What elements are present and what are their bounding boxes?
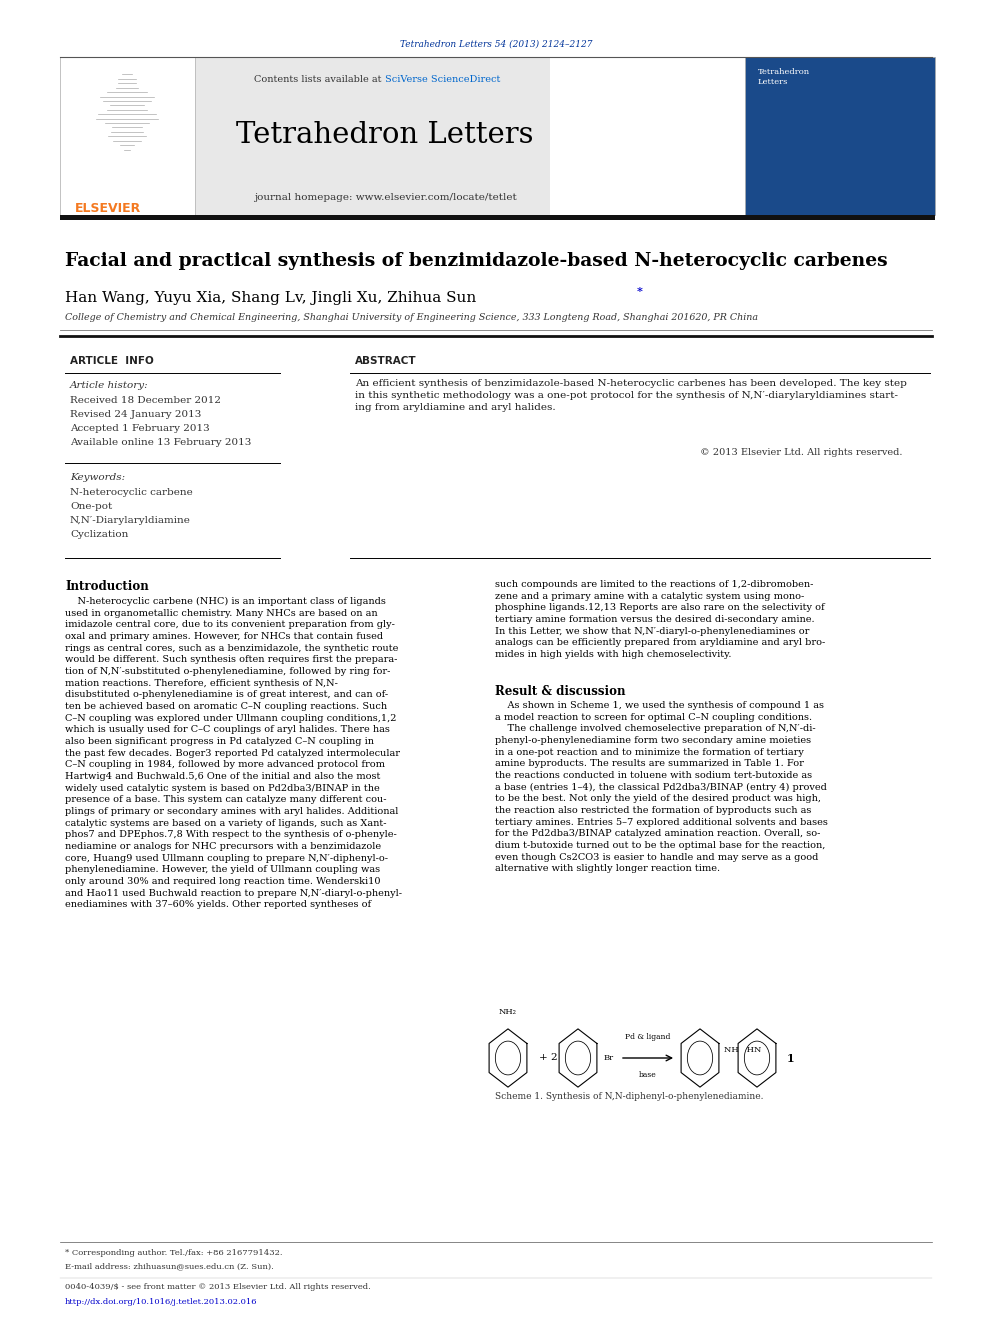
Text: + 2: + 2 — [539, 1053, 558, 1062]
Bar — [195, 57, 550, 216]
Text: Scheme 1. Synthesis of N,N-diphenyl-o-phenylenediamine.: Scheme 1. Synthesis of N,N-diphenyl-o-ph… — [495, 1091, 764, 1101]
Text: As shown in Scheme 1, we used the synthesis of compound 1 as
a model reaction to: As shown in Scheme 1, we used the synthe… — [495, 701, 828, 873]
Text: One-pot: One-pot — [70, 501, 112, 511]
Text: Accepted 1 February 2013: Accepted 1 February 2013 — [70, 423, 209, 433]
Text: Revised 24 January 2013: Revised 24 January 2013 — [70, 410, 201, 419]
Text: *: * — [637, 286, 642, 296]
Text: SciVerse ScienceDirect: SciVerse ScienceDirect — [385, 75, 500, 83]
Text: Tetrahedron
Letters: Tetrahedron Letters — [758, 67, 810, 86]
Text: NH₂: NH₂ — [499, 1008, 517, 1016]
Text: Result & discussion: Result & discussion — [495, 685, 626, 699]
Text: Han Wang, Yuyu Xia, Shang Lv, Jingli Xu, Zhihua Sun: Han Wang, Yuyu Xia, Shang Lv, Jingli Xu,… — [65, 291, 476, 306]
Text: An efficient synthesis of benzimidazole-based N-heterocyclic carbenes has been d: An efficient synthesis of benzimidazole-… — [355, 378, 907, 411]
Text: Contents lists available at: Contents lists available at — [254, 75, 385, 83]
Text: 1: 1 — [787, 1053, 795, 1064]
Text: N,N′-Diarylaryldiamine: N,N′-Diarylaryldiamine — [70, 516, 190, 525]
Text: Br: Br — [604, 1054, 614, 1062]
Text: Keywords:: Keywords: — [70, 474, 125, 482]
Text: such compounds are limited to the reactions of 1,2-dibromoben-
zene and a primar: such compounds are limited to the reacti… — [495, 579, 825, 659]
Text: Facial and practical synthesis of benzimidazole-based N-heterocyclic carbenes: Facial and practical synthesis of benzim… — [65, 251, 888, 270]
Bar — [60, 57, 195, 216]
Text: Tetrahedron Letters 54 (2013) 2124–2127: Tetrahedron Letters 54 (2013) 2124–2127 — [400, 40, 592, 49]
Text: College of Chemistry and Chemical Engineering, Shanghai University of Engineerin: College of Chemistry and Chemical Engine… — [65, 314, 758, 321]
Text: http://dx.doi.org/10.1016/j.tetlet.2013.02.016: http://dx.doi.org/10.1016/j.tetlet.2013.… — [65, 1298, 258, 1306]
Text: Received 18 December 2012: Received 18 December 2012 — [70, 396, 221, 405]
Text: NH   HN: NH HN — [724, 1046, 761, 1054]
Text: Cyclization: Cyclization — [70, 531, 128, 538]
Text: journal homepage: www.elsevier.com/locate/tetlet: journal homepage: www.elsevier.com/locat… — [254, 193, 517, 201]
Bar — [60, 216, 935, 220]
Text: base: base — [639, 1072, 657, 1080]
Text: Article history:: Article history: — [70, 381, 149, 390]
Text: E-mail address: zhihuasun@sues.edu.cn (Z. Sun).: E-mail address: zhihuasun@sues.edu.cn (Z… — [65, 1262, 274, 1270]
Text: ELSEVIER: ELSEVIER — [75, 202, 141, 216]
Text: N-heterocyclic carbene (NHC) is an important class of ligands
used in organometa: N-heterocyclic carbene (NHC) is an impor… — [65, 597, 402, 909]
Text: Pd & ligand: Pd & ligand — [625, 1033, 671, 1041]
Text: Tetrahedron Letters: Tetrahedron Letters — [236, 120, 534, 149]
Text: © 2013 Elsevier Ltd. All rights reserved.: © 2013 Elsevier Ltd. All rights reserved… — [700, 448, 903, 456]
Bar — [745, 57, 935, 216]
Text: Available online 13 February 2013: Available online 13 February 2013 — [70, 438, 251, 447]
Text: ABSTRACT: ABSTRACT — [355, 356, 417, 366]
Text: ARTICLE  INFO: ARTICLE INFO — [70, 356, 154, 366]
Text: 0040-4039/$ - see front matter © 2013 Elsevier Ltd. All rights reserved.: 0040-4039/$ - see front matter © 2013 El… — [65, 1283, 371, 1291]
Text: * Corresponding author. Tel./fax: +86 2167791432.: * Corresponding author. Tel./fax: +86 21… — [65, 1249, 283, 1257]
Text: N-heterocyclic carbene: N-heterocyclic carbene — [70, 488, 192, 497]
Text: Introduction: Introduction — [65, 579, 149, 593]
